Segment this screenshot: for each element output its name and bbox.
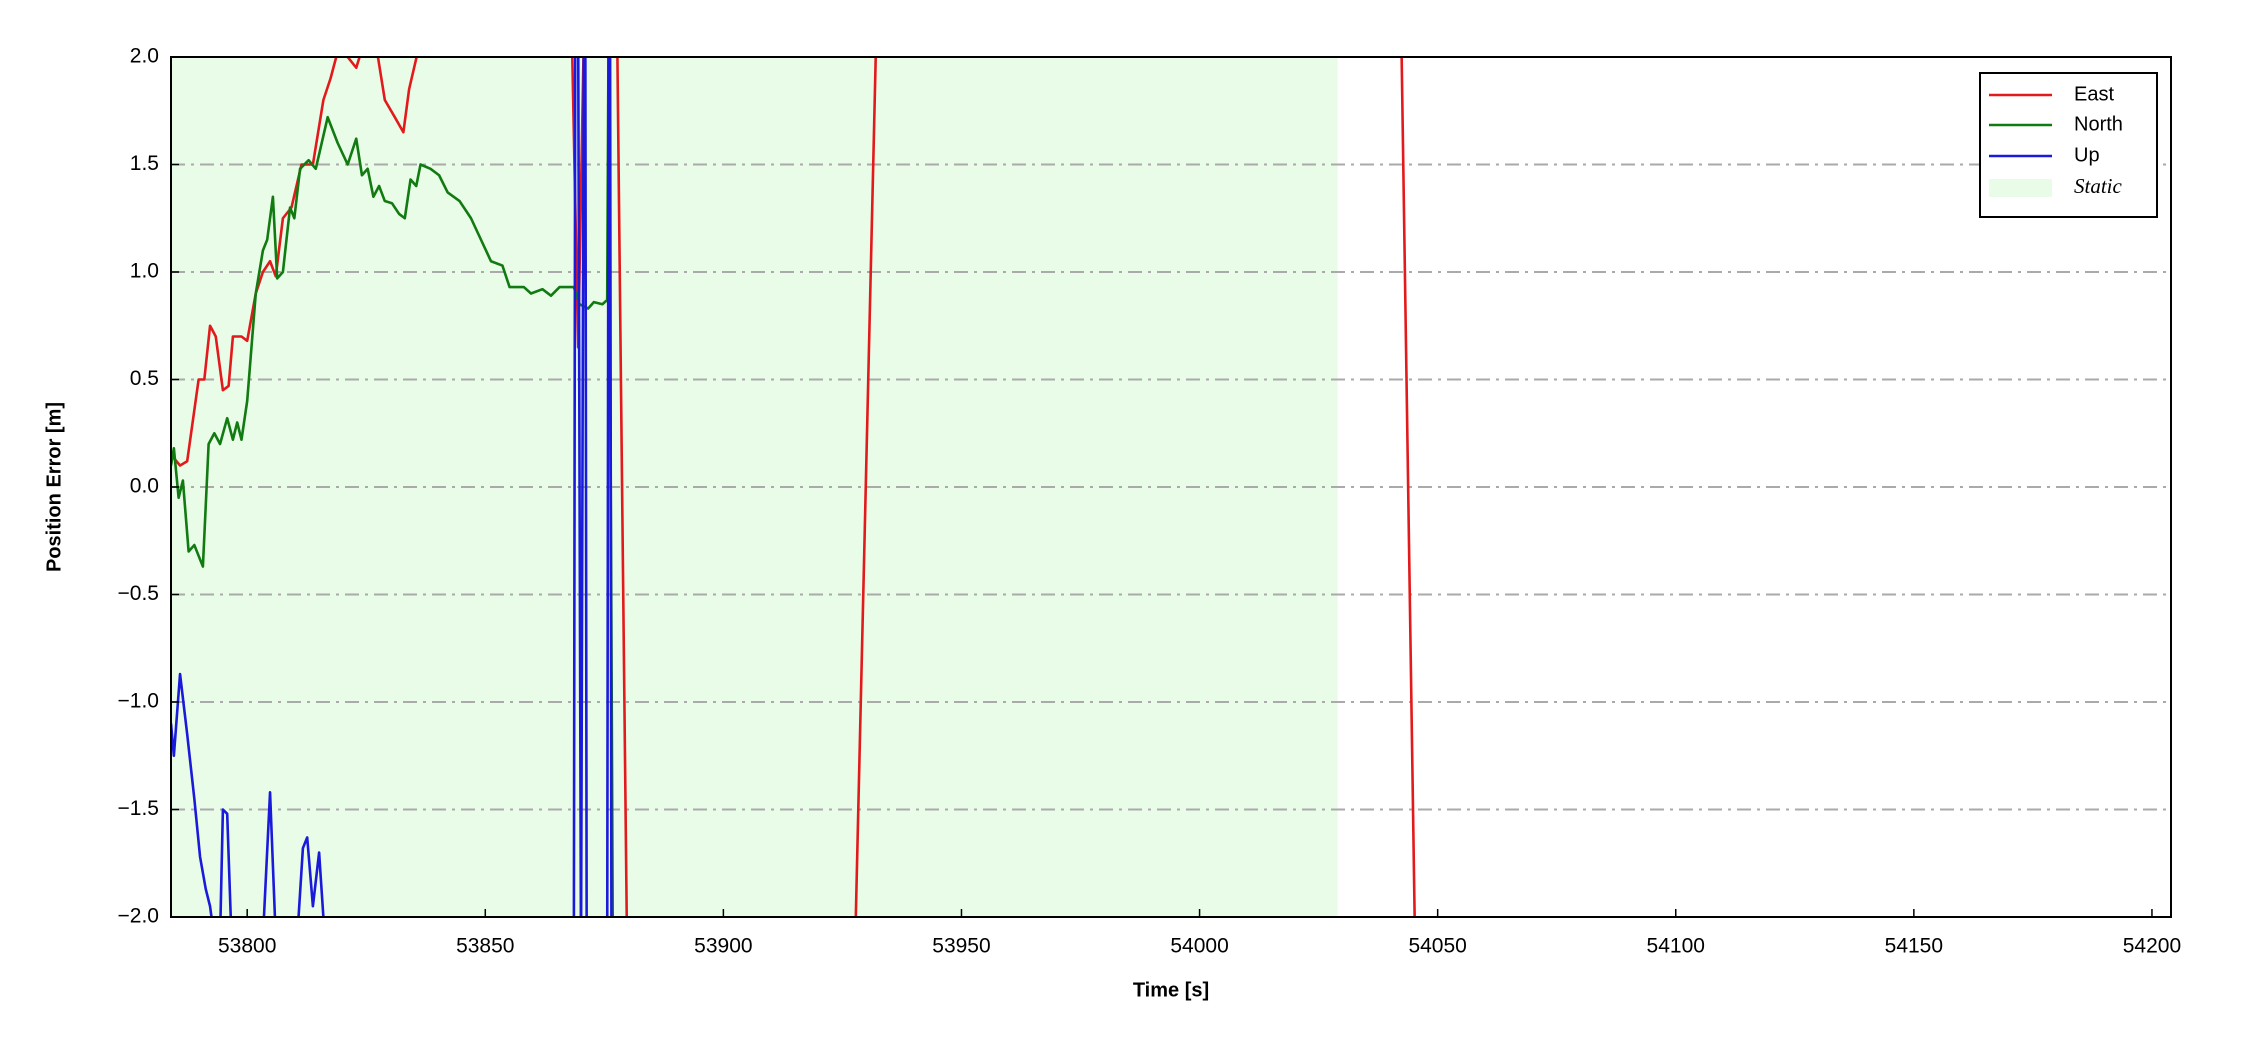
series-line xyxy=(171,57,615,917)
x-tick-label: 54000 xyxy=(1170,935,1228,958)
legend-label: Up xyxy=(2074,144,2100,166)
y-tick-label: 0.5 xyxy=(130,367,159,390)
y-axis-label: Position Error [m] xyxy=(43,402,65,572)
x-axis-label: Time [s] xyxy=(1133,979,1209,1001)
legend-swatch xyxy=(1989,179,2052,197)
series-line xyxy=(171,57,1416,917)
x-tick-label: 54050 xyxy=(1408,935,1466,958)
y-tick-label: 1.5 xyxy=(130,152,159,175)
x-tick-label: 53900 xyxy=(694,935,752,958)
y-tick-label: −2.0 xyxy=(118,905,159,928)
x-tick-label: 54200 xyxy=(2123,935,2181,958)
axes: −2.0 −1.5 −1.0 −0.5 0.0 0.5 1.0 1.5 2.0 53800 5385… xyxy=(118,45,2182,958)
lines xyxy=(171,57,1416,917)
y-tick-label: 0.0 xyxy=(130,475,159,498)
x-tick-label: 53950 xyxy=(932,935,990,958)
x-tick-label: 54100 xyxy=(1647,935,1705,958)
legend: East North Up Static xyxy=(1979,72,2158,218)
legend-label: East xyxy=(2074,83,2114,105)
legend-label: North xyxy=(2074,113,2123,135)
y-tick-label: −0.5 xyxy=(118,582,159,605)
y-tick-label: −1.0 xyxy=(118,690,159,713)
x-tick-label: 53850 xyxy=(456,935,514,958)
y-tick-label: 2.0 xyxy=(130,45,159,68)
y-tick-label: 1.0 xyxy=(130,260,159,283)
x-tick-label: 53800 xyxy=(218,935,276,958)
legend-label: Static xyxy=(2074,174,2123,198)
x-tick-label: 54150 xyxy=(1885,935,1943,958)
y-tick-label: −1.5 xyxy=(118,797,159,820)
series-line xyxy=(171,57,613,917)
